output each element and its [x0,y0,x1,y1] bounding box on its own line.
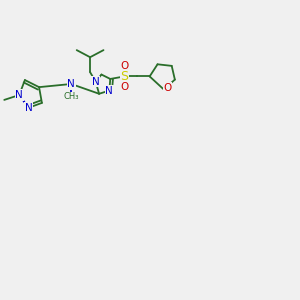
Text: O: O [120,82,129,92]
Text: N: N [92,76,100,87]
Text: O: O [120,61,129,71]
Text: S: S [121,70,128,83]
Text: N: N [25,103,32,113]
Text: N: N [106,85,113,96]
Text: O: O [163,83,172,93]
Text: N: N [67,79,75,89]
Text: N: N [15,90,23,100]
Text: CH₃: CH₃ [64,92,79,101]
